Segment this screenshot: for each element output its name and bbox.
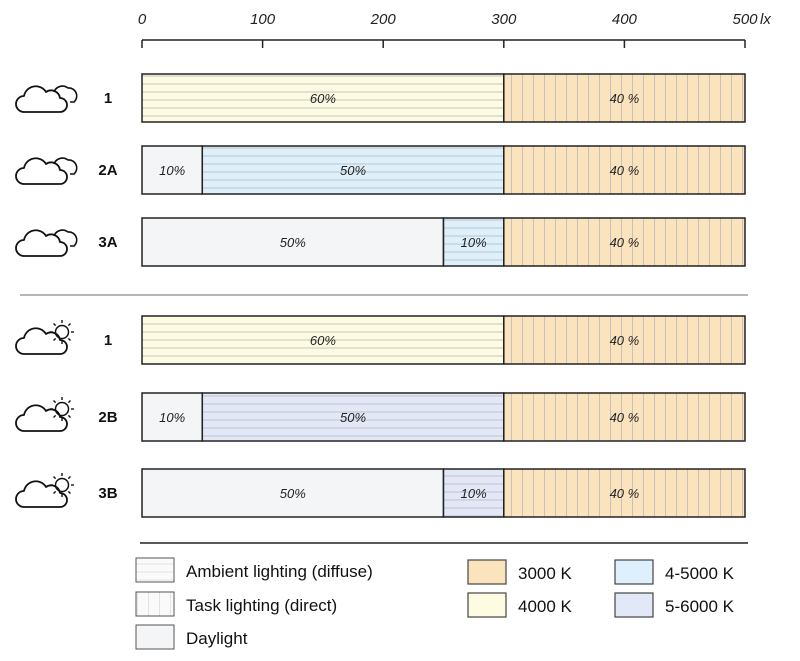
bar-segment: 40 % (503, 468, 746, 518)
segment-label: 40 % (610, 410, 640, 425)
segment-label: 40 % (610, 333, 640, 348)
bar-segment: 50% (201, 392, 505, 442)
x-tick-label: 200 (370, 11, 397, 28)
bar-segment: 50% (201, 145, 505, 195)
bar-row: 1 60% 40 % (15, 73, 746, 123)
cloud-icon (15, 157, 78, 185)
row-label: 2A (98, 162, 117, 179)
segment-label: 60% (310, 333, 336, 348)
x-tick-label: 400 (612, 11, 638, 28)
segment-label: 10% (461, 235, 487, 250)
legend-item-5-6000K: 5-6000 K (614, 592, 735, 618)
unit-label: lx (760, 11, 771, 28)
legend-label: 5-6000 K (665, 597, 735, 616)
bar-segment: 40 % (503, 73, 746, 123)
row-label: 2B (98, 409, 117, 426)
bar-row: 2B 10% 50% 40 % (15, 392, 746, 442)
segment-label: 10% (461, 486, 487, 501)
segment-label: 40 % (610, 486, 640, 501)
bar-rows: 1 60% 40 % 2A 10% 50% 40 % 3A 50% 10% 40 % 1 60% 40 %… (15, 73, 746, 518)
bar-segment: 50% (141, 217, 445, 267)
legend-label: Daylight (186, 629, 248, 648)
bar-segment: 10% (442, 217, 505, 267)
cloud-icon (15, 85, 78, 113)
legend-label: Ambient lighting (diffuse) (186, 562, 373, 581)
bar-segment: 10% (442, 468, 505, 518)
x-tick-label: 300 (491, 11, 517, 28)
sun-cloud-icon (15, 320, 74, 355)
legend-label: 4-5000 K (665, 564, 735, 583)
row-label: 3B (98, 485, 117, 502)
segment-label: 10% (159, 410, 185, 425)
row-label: 1 (104, 90, 112, 107)
bar-segment: 60% (141, 315, 505, 365)
bar-row: 3A 50% 10% 40 % (15, 217, 746, 267)
segment-label: 40 % (610, 235, 640, 250)
bar-segment: 60% (141, 73, 505, 123)
legend-label: 4000 K (518, 597, 573, 616)
row-label: 1 (104, 332, 112, 349)
legend-item-4-5000K: 4-5000 K (614, 559, 735, 585)
cloud-icon (15, 229, 78, 257)
segment-label: 50% (340, 163, 366, 178)
bar-segment: 40 % (503, 145, 746, 195)
bar-segment: 50% (141, 468, 445, 518)
x-axis-ticks: 0 100 200 300 400 500 (138, 11, 758, 48)
segment-label: 50% (280, 235, 306, 250)
x-tick-label: 0 (138, 11, 147, 28)
x-axis: 0 100 200 300 400 500 lx (138, 11, 771, 48)
bar-segment: 40 % (503, 217, 746, 267)
row-label: 3A (98, 234, 117, 251)
legend: Ambient lighting (diffuse) Task lighting … (135, 557, 735, 650)
sun-cloud-icon (15, 397, 74, 432)
segment-label: 50% (280, 486, 306, 501)
legend-label: 3000 K (518, 564, 573, 583)
legend-item-ambient: Ambient lighting (diffuse) (135, 557, 373, 583)
bar-segment: 10% (141, 392, 204, 442)
sun-cloud-icon (15, 473, 74, 508)
bar-row: 2A 10% 50% 40 % (15, 145, 746, 195)
legend-item-4000K: 4000 K (467, 592, 573, 618)
bar-row: 3B 50% 10% 40 % (15, 468, 746, 518)
segment-label: 50% (340, 410, 366, 425)
legend-item-task: Task lighting (direct) (135, 591, 337, 617)
segment-label: 40 % (610, 91, 640, 106)
bar-segment: 40 % (503, 315, 746, 365)
bar-row: 1 60% 40 % (15, 315, 746, 365)
bar-segment: 10% (141, 145, 204, 195)
legend-label: Task lighting (direct) (186, 596, 337, 615)
bar-segment: 40 % (503, 392, 746, 442)
segment-label: 40 % (610, 163, 640, 178)
x-tick-label: 500 (732, 11, 758, 28)
legend-item-3000K: 3000 K (467, 559, 573, 585)
legend-item-daylight: Daylight (135, 624, 248, 650)
x-tick-label: 100 (250, 11, 276, 28)
segment-label: 10% (159, 163, 185, 178)
segment-label: 60% (310, 91, 336, 106)
